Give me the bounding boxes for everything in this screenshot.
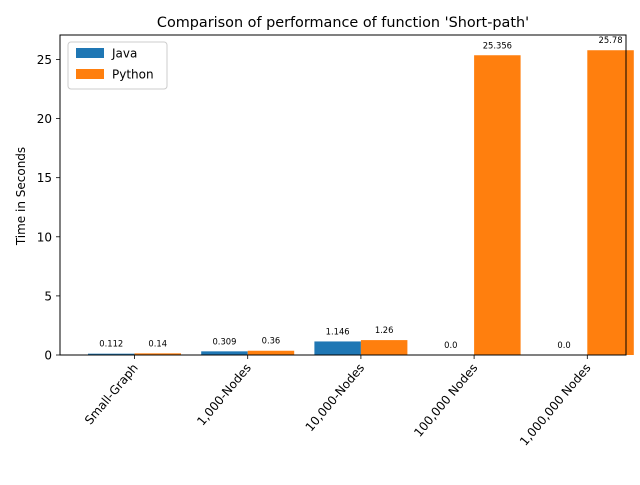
bar-value-label: 0.0 <box>444 340 457 350</box>
y-tick-label: 0 <box>44 349 52 363</box>
plot-frame <box>59 34 627 356</box>
bar-value-label: 0.112 <box>99 339 123 349</box>
y-tick-label: 10 <box>37 230 52 244</box>
legend-swatch-python <box>76 69 104 79</box>
x-tick-label: 1,000,000 Nodes <box>517 361 594 448</box>
bar-python-0 <box>134 353 181 355</box>
bar-python-1 <box>247 350 295 355</box>
bar-java-0 <box>88 353 135 355</box>
x-axis-ticks: Small-Graph 1,000-Nodes 10,000-Nodes 100,00… <box>82 355 594 448</box>
bar-value-label: 0.14 <box>148 338 167 348</box>
bars-group <box>88 50 634 356</box>
y-tick-label: 20 <box>37 112 52 126</box>
bar-labels-group: 0.112 0.309 1.146 0.0 0.0 0.14 0.36 1.26 25.356 2… <box>99 35 622 350</box>
bar-value-label: 1.26 <box>375 325 394 335</box>
bar-value-label: 25.356 <box>483 40 512 50</box>
y-axis-label: Time in Seconds <box>14 147 28 246</box>
x-tick-label: Small-Graph <box>82 361 141 427</box>
bar-value-label: 0.309 <box>212 336 236 346</box>
y-axis-ticks: 0 5 10 15 20 25 <box>37 53 60 363</box>
y-tick-label: 5 <box>44 289 52 303</box>
bar-java-2 <box>314 341 361 355</box>
legend-swatch-java <box>76 48 104 58</box>
bar-python-2 <box>360 340 408 355</box>
bar-python-3 <box>474 55 521 356</box>
y-tick-label: 25 <box>37 53 52 67</box>
legend-label-python: Python <box>112 68 154 82</box>
x-tick-label: 100,000 Nodes <box>411 361 480 440</box>
chart-title: Comparison of performance of function 'S… <box>157 15 529 31</box>
bar-value-label: 0.0 <box>557 340 570 350</box>
bar-value-label: 1.146 <box>326 326 350 336</box>
y-tick-label: 15 <box>37 171 52 185</box>
x-tick-label: 1,000-Nodes <box>194 361 254 428</box>
legend-label-java: Java <box>111 47 137 61</box>
bar-python-4 <box>587 50 634 355</box>
bar-value-label: 25.78 <box>599 35 623 45</box>
bar-java-1 <box>201 351 248 355</box>
x-tick-label: 10,000-Nodes <box>303 361 368 434</box>
legend: Java Python <box>67 41 168 90</box>
bar-value-label: 0.36 <box>262 336 281 346</box>
